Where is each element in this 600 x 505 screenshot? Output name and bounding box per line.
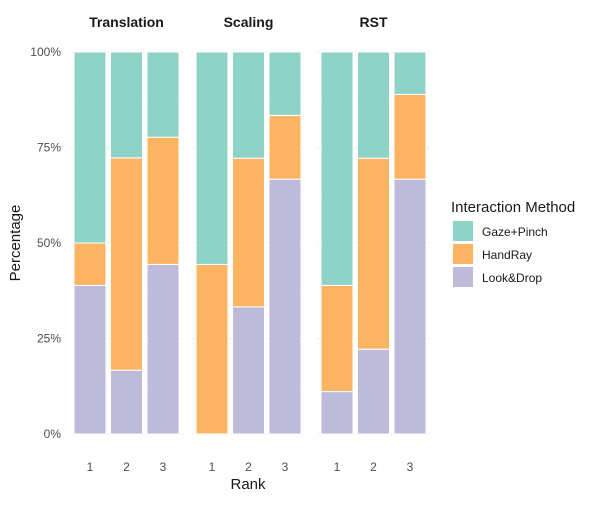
- y-tick-label: 25%: [37, 332, 61, 346]
- legend-swatch: [453, 244, 473, 264]
- x-tick-label: 1: [87, 460, 94, 474]
- bar-segment: [268, 114, 302, 180]
- y-tick-label: 75%: [37, 141, 61, 155]
- bar-segment: [146, 136, 180, 265]
- bar-segment: [357, 157, 390, 350]
- x-tick-label: 1: [334, 460, 341, 474]
- bar-segment: [195, 263, 229, 435]
- bar-segment: [110, 51, 143, 159]
- bar-segment: [73, 242, 107, 286]
- facet-title: Scaling: [224, 14, 274, 30]
- y-tick-label: 0%: [44, 427, 62, 441]
- x-tick-label: 2: [370, 460, 377, 474]
- facet-title: Translation: [89, 14, 164, 30]
- bar-segment: [357, 51, 390, 159]
- facet-titles: Translation Scaling RST: [89, 14, 388, 30]
- bar-segment: [146, 263, 180, 435]
- legend-label: Look&Drop: [482, 271, 542, 285]
- bar-segment: [73, 284, 107, 435]
- legend-title: Interaction Method: [451, 199, 575, 216]
- bar-segment: [110, 369, 143, 435]
- bar-segment: [73, 51, 107, 244]
- legend-items: Gaze+Pinch HandRay Look&Drop: [453, 221, 548, 287]
- x-tick-label: 3: [160, 460, 167, 474]
- legend: Interaction Method Gaze+Pinch HandRay Look…: [451, 199, 575, 287]
- y-tick-label: 50%: [37, 236, 61, 250]
- facet-title: RST: [360, 14, 388, 30]
- y-tick-labels: 0% 25% 50% 75% 100%: [30, 45, 61, 441]
- bar-segment: [232, 306, 265, 435]
- legend-label: Gaze+Pinch: [482, 225, 548, 239]
- x-tick-label: 2: [123, 460, 130, 474]
- bar-segment: [195, 51, 229, 265]
- bar-segment: [393, 178, 427, 435]
- legend-swatch: [453, 221, 473, 241]
- bar-segment: [268, 51, 302, 116]
- legend-label: HandRay: [482, 248, 532, 262]
- legend-swatch: [453, 267, 473, 287]
- bar-segment: [320, 51, 354, 286]
- x-axis-title: Rank: [230, 476, 266, 493]
- x-tick-label: 2: [245, 460, 252, 474]
- bar-segment: [268, 178, 302, 435]
- bar-segment: [320, 391, 354, 435]
- bar-segment: [232, 157, 265, 308]
- x-tick-labels: 1 2 3 1 2 3 1 2 3: [87, 460, 414, 474]
- x-tick-label: 3: [282, 460, 289, 474]
- bar-segment: [393, 93, 427, 180]
- y-axis-title: Percentage: [7, 205, 24, 282]
- bar-segment: [110, 157, 143, 371]
- bar-segment: [357, 348, 390, 435]
- x-tick-label: 3: [407, 460, 414, 474]
- bar-segment: [146, 51, 180, 138]
- bar-segment: [232, 51, 265, 159]
- bar-segment: [320, 284, 354, 393]
- bar-segment: [393, 51, 427, 95]
- bars: [73, 51, 427, 435]
- x-tick-label: 1: [209, 460, 216, 474]
- y-tick-label: 100%: [30, 45, 61, 59]
